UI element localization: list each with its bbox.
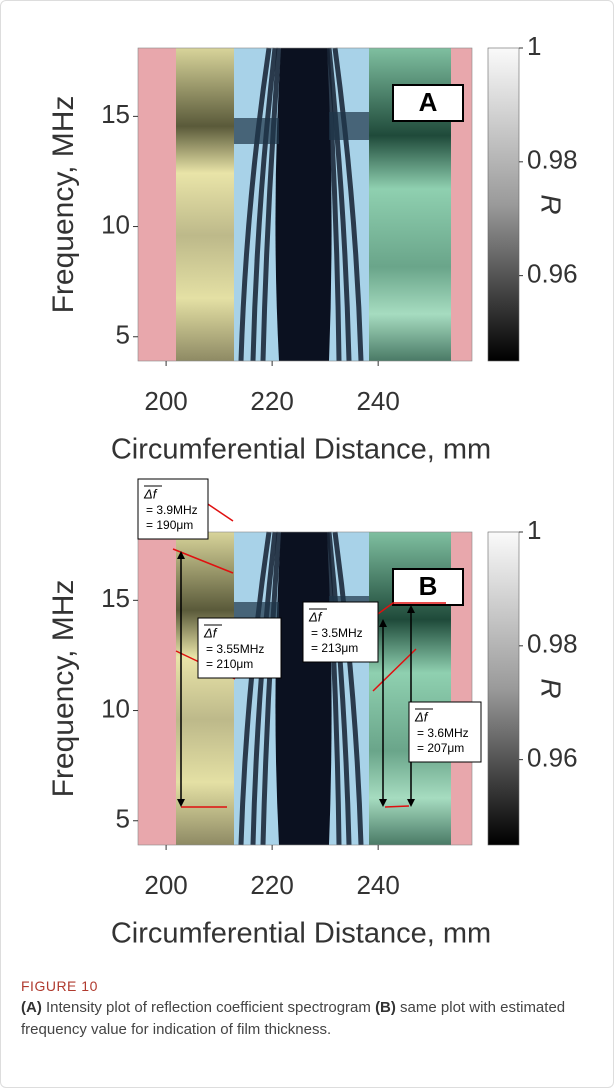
colorbar-label: R (536, 194, 567, 214)
x-tick-label: 240 (356, 870, 399, 900)
band-dark (329, 112, 369, 140)
y-tick-label: 10 (101, 209, 130, 239)
band (451, 48, 472, 361)
colorbar-tick-label: 0.96 (527, 743, 578, 773)
frame (137, 531, 473, 846)
annotation-text: = 207μm (417, 741, 464, 755)
caption-label: FIGURE 10 (21, 978, 98, 994)
x-tick-label: 220 (250, 386, 293, 416)
colorbar (487, 531, 520, 846)
colorbar-tick-label: 0.98 (527, 629, 578, 659)
caption-part: Intensity plot of reflection coefficient… (41, 999, 376, 1016)
annotation-text: = 3.5MHz (311, 626, 363, 640)
annotation-text: = 213μm (311, 641, 358, 655)
caption-part: (A) (21, 999, 42, 1016)
colorbar-tick-label: 0.98 (527, 145, 578, 175)
stripe (332, 531, 364, 846)
band (176, 532, 234, 845)
band (138, 48, 176, 361)
x-axis-label: Circumferential Distance, mm (111, 434, 491, 466)
y-axis-label: Frequency, MHz (47, 580, 80, 798)
colorbar-tick-label: 0.96 (527, 259, 578, 289)
panel-label: B (419, 571, 438, 601)
annotation-text: = 3.55MHz (206, 642, 264, 656)
panel-label: A (419, 87, 438, 117)
annotation-box (137, 478, 209, 540)
annotation-symbol: Δf (414, 709, 429, 724)
x-tick-label: 200 (144, 386, 187, 416)
annotation-symbol: Δf (203, 625, 218, 640)
band (451, 532, 472, 845)
panel-label-box (392, 568, 464, 606)
annotation-box (197, 617, 282, 679)
stripe (260, 531, 282, 846)
y-tick-label: 15 (101, 99, 130, 129)
red-line (172, 548, 234, 574)
stripe (250, 531, 278, 846)
stripe (326, 47, 352, 362)
annotation-symbol: Δf (308, 609, 323, 624)
band-dark (275, 48, 332, 361)
y-tick-label: 5 (116, 320, 130, 350)
red-line (372, 648, 417, 692)
y-tick-label: 10 (101, 693, 130, 723)
stripe (332, 47, 364, 362)
annotation-symbol: Δf (143, 486, 158, 501)
red-line (384, 805, 410, 808)
annotation-box (408, 701, 482, 763)
stripe (260, 47, 282, 362)
band-dark (275, 532, 332, 845)
band (138, 532, 176, 845)
annotation-box (302, 601, 379, 663)
colorbar (487, 47, 520, 362)
caption: FIGURE 10 (A) Intensity plot of reflecti… (21, 975, 591, 1041)
annotation-text: = 210μm (206, 657, 253, 671)
band-dark (234, 118, 279, 144)
stripe (326, 531, 352, 846)
colorbar-tick-label: 1 (527, 515, 541, 545)
colorbar-label: R (536, 678, 567, 698)
x-tick-label: 200 (144, 870, 187, 900)
y-tick-label: 5 (116, 804, 130, 834)
frame (137, 47, 473, 362)
x-tick-label: 240 (356, 386, 399, 416)
panel-label-box (392, 84, 464, 122)
y-tick-label: 15 (101, 583, 130, 613)
annotation-text: = 190μm (146, 518, 193, 532)
x-tick-label: 220 (250, 870, 293, 900)
x-axis-label: Circumferential Distance, mm (111, 918, 491, 950)
stripe (250, 47, 278, 362)
caption-part: (B) (375, 999, 396, 1016)
caption-part: same plot with estimated frequency value… (21, 999, 566, 1038)
annotation-text: = 3.6MHz (417, 726, 469, 740)
band (176, 48, 234, 361)
colorbar-tick-label: 1 (527, 31, 541, 61)
stripe (324, 531, 342, 846)
annotation-text: = 3.9MHz (146, 503, 198, 517)
stripe (238, 47, 272, 362)
stripe (324, 47, 342, 362)
stripe (238, 531, 272, 846)
y-axis-label: Frequency, MHz (47, 96, 80, 314)
